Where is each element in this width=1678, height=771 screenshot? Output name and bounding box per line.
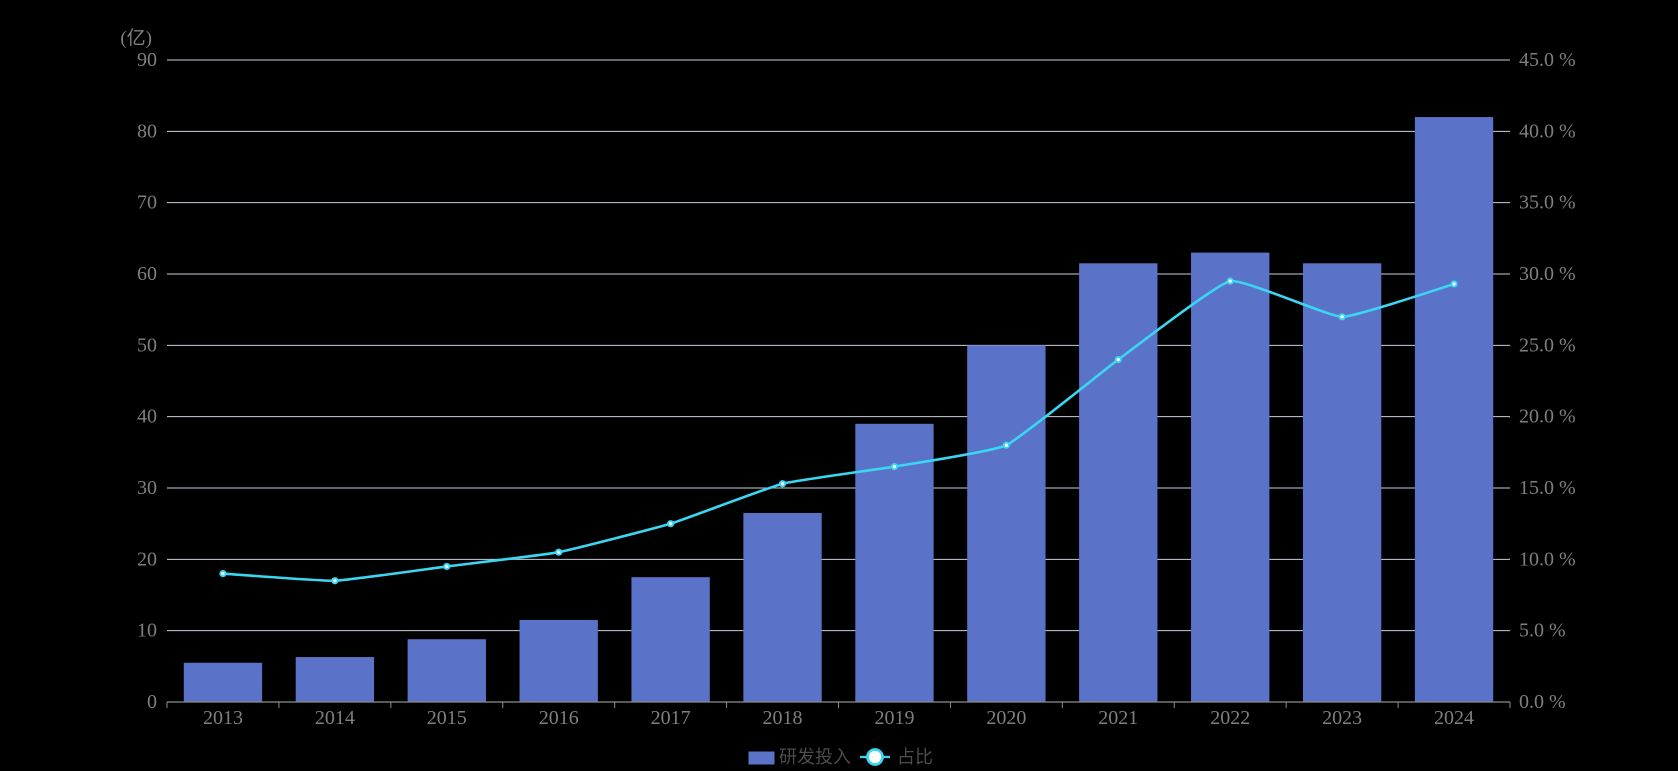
svg-text:35.0 %: 35.0 % <box>1519 192 1576 214</box>
svg-text:2022: 2022 <box>1210 707 1250 729</box>
svg-text:2014: 2014 <box>315 707 355 729</box>
svg-text:25.0 %: 25.0 % <box>1519 334 1576 356</box>
svg-text:2019: 2019 <box>874 707 914 729</box>
svg-text:0.0 %: 0.0 % <box>1519 691 1566 713</box>
svg-text:10.0 %: 10.0 % <box>1519 548 1576 570</box>
svg-text:60: 60 <box>137 263 157 285</box>
svg-text:15.0 %: 15.0 % <box>1519 477 1576 499</box>
svg-text:(亿): (亿) <box>120 27 152 49</box>
svg-text:2023: 2023 <box>1322 707 1362 729</box>
svg-text:50: 50 <box>137 334 157 356</box>
svg-text:20: 20 <box>137 548 157 570</box>
svg-text:40: 40 <box>137 406 157 428</box>
svg-text:20.0 %: 20.0 % <box>1519 406 1576 428</box>
svg-text:2017: 2017 <box>651 707 691 729</box>
svg-text:占比: 占比 <box>897 747 933 767</box>
svg-text:2016: 2016 <box>539 707 579 729</box>
svg-text:90: 90 <box>137 49 157 71</box>
svg-text:2013: 2013 <box>203 707 243 729</box>
svg-text:2015: 2015 <box>427 707 467 729</box>
svg-text:2021: 2021 <box>1098 707 1138 729</box>
svg-text:0: 0 <box>147 691 157 713</box>
svg-text:70: 70 <box>137 192 157 214</box>
svg-text:30.0 %: 30.0 % <box>1519 263 1576 285</box>
svg-text:80: 80 <box>137 120 157 142</box>
svg-text:45.0 %: 45.0 % <box>1519 49 1576 71</box>
svg-text:40.0 %: 40.0 % <box>1519 120 1576 142</box>
svg-text:2020: 2020 <box>986 707 1026 729</box>
svg-text:研发投入: 研发投入 <box>779 747 851 767</box>
svg-text:2018: 2018 <box>763 707 803 729</box>
svg-text:2024: 2024 <box>1434 707 1474 729</box>
svg-text:30: 30 <box>137 477 157 499</box>
svg-text:10: 10 <box>137 620 157 642</box>
svg-text:5.0 %: 5.0 % <box>1519 620 1566 642</box>
